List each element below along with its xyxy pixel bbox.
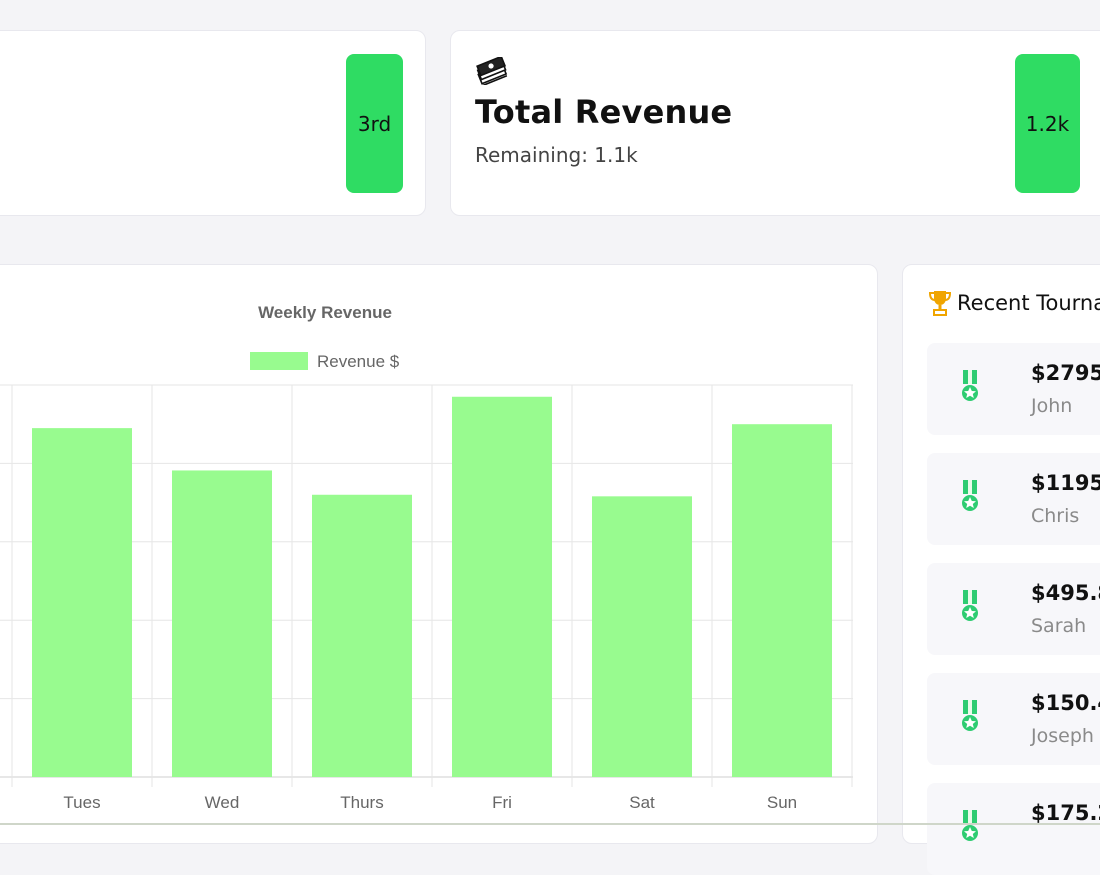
x-tick-label: Sun	[767, 793, 797, 812]
tournament-player-name: John	[1031, 395, 1073, 417]
x-tick-label: Fri	[492, 793, 512, 812]
remaining-text: Remaining: 1.1k	[475, 143, 638, 167]
chart-title: Weekly Revenue	[258, 303, 392, 322]
tournament-amount: $150.4	[1031, 691, 1100, 715]
tournament-item[interactable]: $495.8 Sarah	[927, 563, 1100, 655]
rank-card: 3rd	[0, 30, 426, 216]
trophy-icon	[929, 291, 951, 316]
x-tick-label: Sat	[629, 793, 655, 812]
tournament-amount: $175.2	[1031, 801, 1100, 825]
x-tick-label: Thurs	[340, 793, 383, 812]
recent-tournaments-header: Recent Tourna	[929, 289, 1100, 317]
money-stack-icon	[476, 57, 508, 85]
rank-badge: 3rd	[346, 54, 403, 193]
tournament-player-name: Joseph	[1031, 725, 1094, 747]
weekly-revenue-chart-card: Weekly Revenue Revenue $ Tues Wed Thurs Fri…	[0, 264, 878, 844]
bottom-edge	[0, 823, 1100, 825]
x-tick-label: Wed	[205, 793, 240, 812]
tournament-item[interactable]: $2795. John	[927, 343, 1100, 435]
total-revenue-card: Total Revenue Remaining: 1.1k 1.2k	[450, 30, 1100, 216]
medal-icon	[962, 370, 978, 401]
tournament-amount: $495.8	[1031, 581, 1100, 605]
x-tick-label: Tues	[63, 793, 100, 812]
tournament-amount: $2795.	[1031, 361, 1100, 385]
legend-label[interactable]: Revenue $	[317, 352, 400, 371]
bar-thurs[interactable]	[312, 494, 412, 777]
revenue-badge: 1.2k	[1015, 54, 1080, 193]
bar-sat[interactable]	[592, 496, 692, 777]
weekly-revenue-chart: Weekly Revenue Revenue $ Tues Wed Thurs Fri…	[0, 303, 853, 812]
legend-swatch[interactable]	[250, 352, 308, 370]
tournament-item[interactable]: $150.4 Joseph	[927, 673, 1100, 765]
bar-tues[interactable]	[32, 428, 132, 777]
medal-icon	[962, 700, 978, 731]
tournament-item[interactable]: $175.2	[927, 783, 1100, 875]
bar-fri[interactable]	[452, 396, 552, 777]
medal-icon	[962, 590, 978, 621]
bar-wed[interactable]	[172, 470, 272, 777]
tournament-player-name: Sarah	[1031, 615, 1087, 637]
tournament-player-name: Chris	[1031, 505, 1080, 527]
tournament-amount: $1195.	[1031, 471, 1100, 495]
recent-tournaments-title: Recent Tourna	[957, 291, 1100, 315]
bar-sun[interactable]	[732, 424, 832, 777]
medal-icon	[962, 480, 978, 511]
total-revenue-title: Total Revenue	[475, 93, 733, 131]
recent-tournaments-card: Recent Tourna $2795. John $1195. Chris $495.…	[902, 264, 1100, 875]
medal-icon	[962, 810, 978, 841]
tournament-item[interactable]: $1195. Chris	[927, 453, 1100, 545]
